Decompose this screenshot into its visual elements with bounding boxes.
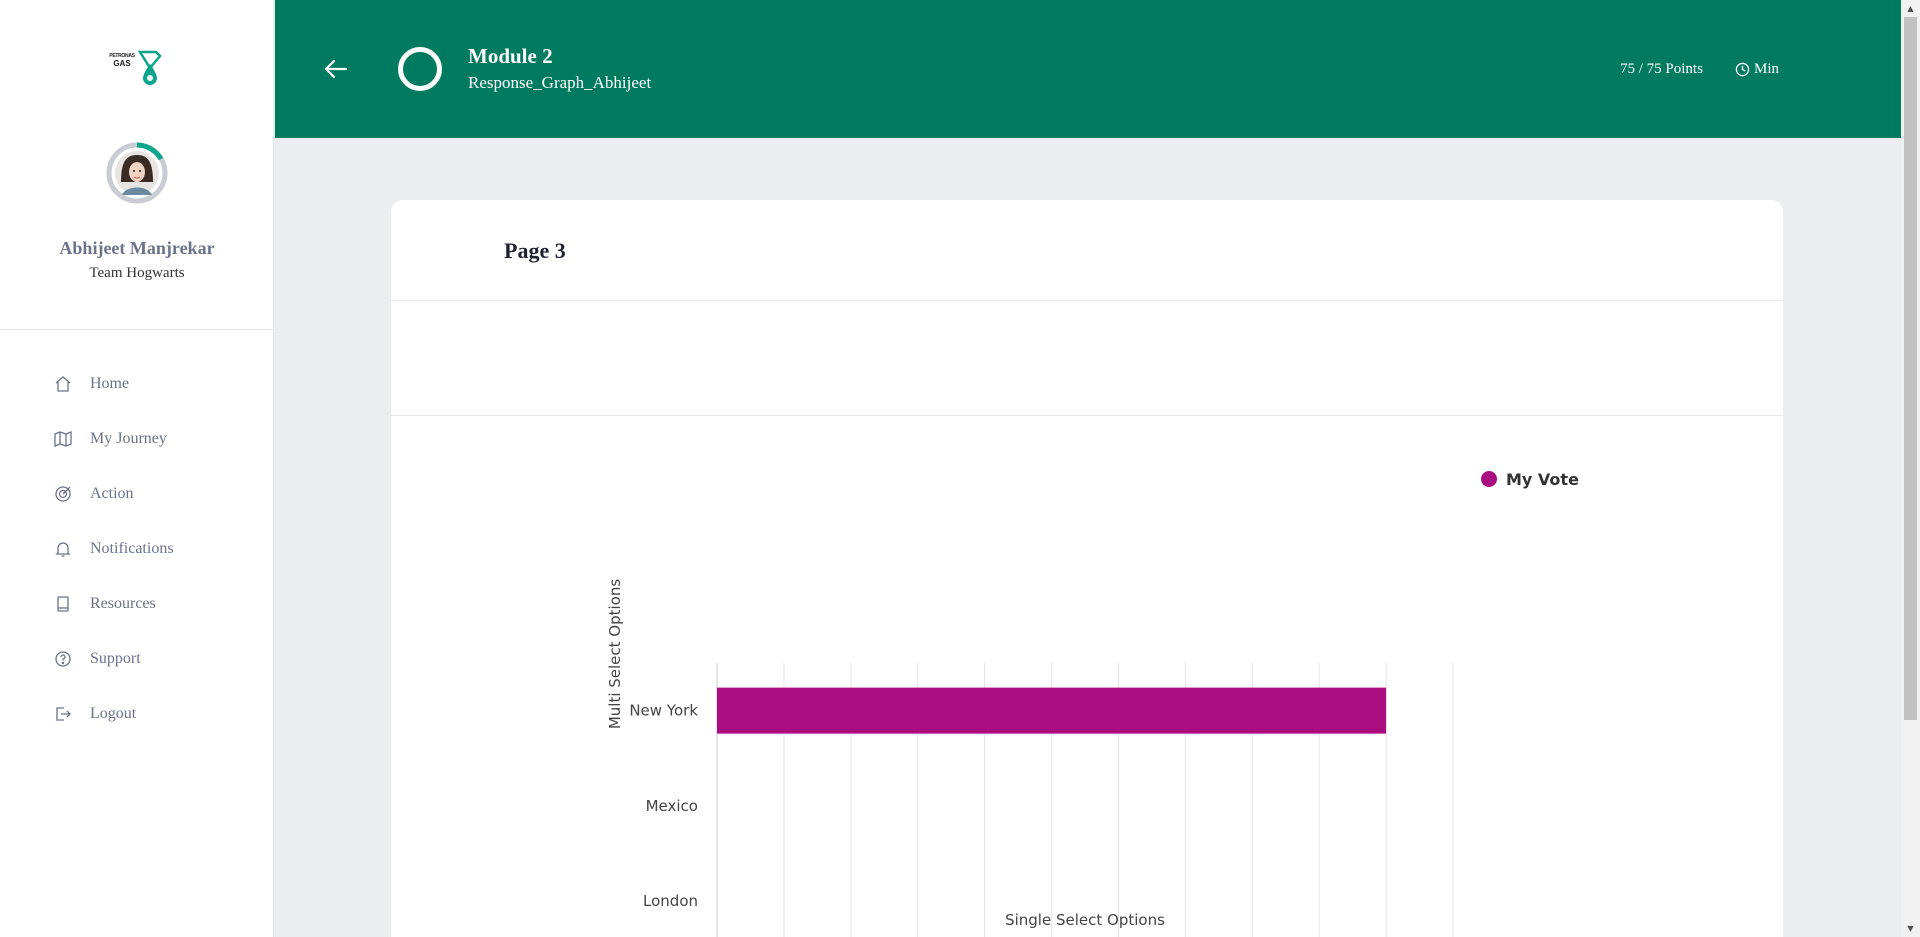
timer-label: Min bbox=[1754, 61, 1780, 77]
logo-text: PETRONAS GAS bbox=[108, 52, 136, 68]
arrow-left-icon bbox=[324, 59, 348, 79]
avatar-image bbox=[106, 142, 168, 204]
sidebar-divider bbox=[0, 329, 274, 330]
page-scrollbar[interactable]: ▲ ▼ bbox=[1901, 0, 1920, 937]
sidebar-item-label: Support bbox=[90, 649, 141, 667]
sidebar-item-logout[interactable]: Logout bbox=[0, 686, 274, 741]
sidebar-item-my-journey[interactable]: My Journey bbox=[0, 411, 274, 466]
module-header: Module 2 Response_Graph_Abhijeet 75 / 75… bbox=[275, 0, 1901, 138]
y-category-label: New York bbox=[629, 702, 698, 720]
logout-icon bbox=[54, 705, 72, 723]
sidebar-item-home[interactable]: Home bbox=[0, 356, 274, 411]
book-icon bbox=[54, 595, 72, 613]
scroll-thumb[interactable] bbox=[1904, 17, 1917, 720]
card-divider bbox=[391, 300, 1783, 301]
sidebar-item-resources[interactable]: Resources bbox=[0, 576, 274, 631]
logo-line2: GAS bbox=[113, 59, 131, 68]
sidebar: PETRONAS GAS Abhijeet Manjrekar Team Hog… bbox=[0, 0, 274, 937]
content-card: Page 3 New YorkMexicoLondonDelhi 00.10.2… bbox=[391, 200, 1783, 937]
y-axis-title: Multi Select Options bbox=[606, 579, 624, 730]
sidebar-item-label: Resources bbox=[90, 594, 156, 612]
page-title: Page 3 bbox=[504, 238, 566, 263]
sidebar-nav: Home My Journey Action Notifications Res… bbox=[0, 356, 274, 741]
response-bar-chart: New YorkMexicoLondonDelhi 00.10.20.30.40… bbox=[606, 470, 1579, 937]
logo-drop-icon bbox=[137, 50, 162, 85]
sidebar-item-support[interactable]: Support bbox=[0, 631, 274, 686]
points-display: 75 / 75 Points bbox=[1620, 61, 1703, 77]
target-icon bbox=[54, 485, 72, 503]
logo-line1: PETRONAS bbox=[109, 53, 135, 59]
sidebar-item-label: Logout bbox=[90, 704, 137, 722]
help-circle-icon bbox=[54, 650, 72, 668]
sidebar-item-label: Home bbox=[90, 374, 130, 392]
legend-label: My Vote bbox=[1506, 470, 1579, 489]
home-icon bbox=[54, 375, 72, 393]
scroll-up-arrow-icon[interactable]: ▲ bbox=[1907, 4, 1914, 13]
y-category-label: London bbox=[643, 892, 698, 910]
sidebar-item-label: My Journey bbox=[90, 429, 167, 447]
user-name: Abhijeet Manjrekar bbox=[59, 238, 215, 258]
avatar[interactable] bbox=[106, 142, 168, 204]
user-team: Team Hogwarts bbox=[89, 265, 185, 281]
card-divider bbox=[391, 415, 1783, 416]
chart-legend[interactable]: My Vote bbox=[1481, 470, 1579, 489]
back-button[interactable] bbox=[323, 56, 349, 82]
x-axis-title: Single Select Options bbox=[1005, 911, 1165, 929]
company-logo[interactable]: PETRONAS GAS bbox=[108, 48, 164, 88]
module-subtitle: Response_Graph_Abhijeet bbox=[468, 73, 652, 92]
bar[interactable] bbox=[717, 687, 1387, 734]
clock-icon bbox=[1735, 62, 1750, 77]
map-icon bbox=[54, 430, 72, 448]
sidebar-item-label: Notifications bbox=[90, 539, 174, 557]
y-category-label: Mexico bbox=[646, 797, 698, 815]
sidebar-item-notifications[interactable]: Notifications bbox=[0, 521, 274, 576]
sidebar-item-action[interactable]: Action bbox=[0, 466, 274, 521]
bell-icon bbox=[54, 540, 72, 558]
sidebar-item-label: Action bbox=[90, 484, 134, 502]
legend-swatch bbox=[1481, 471, 1497, 487]
scroll-down-arrow-icon[interactable]: ▼ bbox=[1907, 924, 1914, 933]
progress-ring-icon bbox=[398, 47, 442, 91]
timer-display: Min bbox=[1735, 61, 1779, 78]
module-title: Module 2 bbox=[468, 44, 553, 68]
